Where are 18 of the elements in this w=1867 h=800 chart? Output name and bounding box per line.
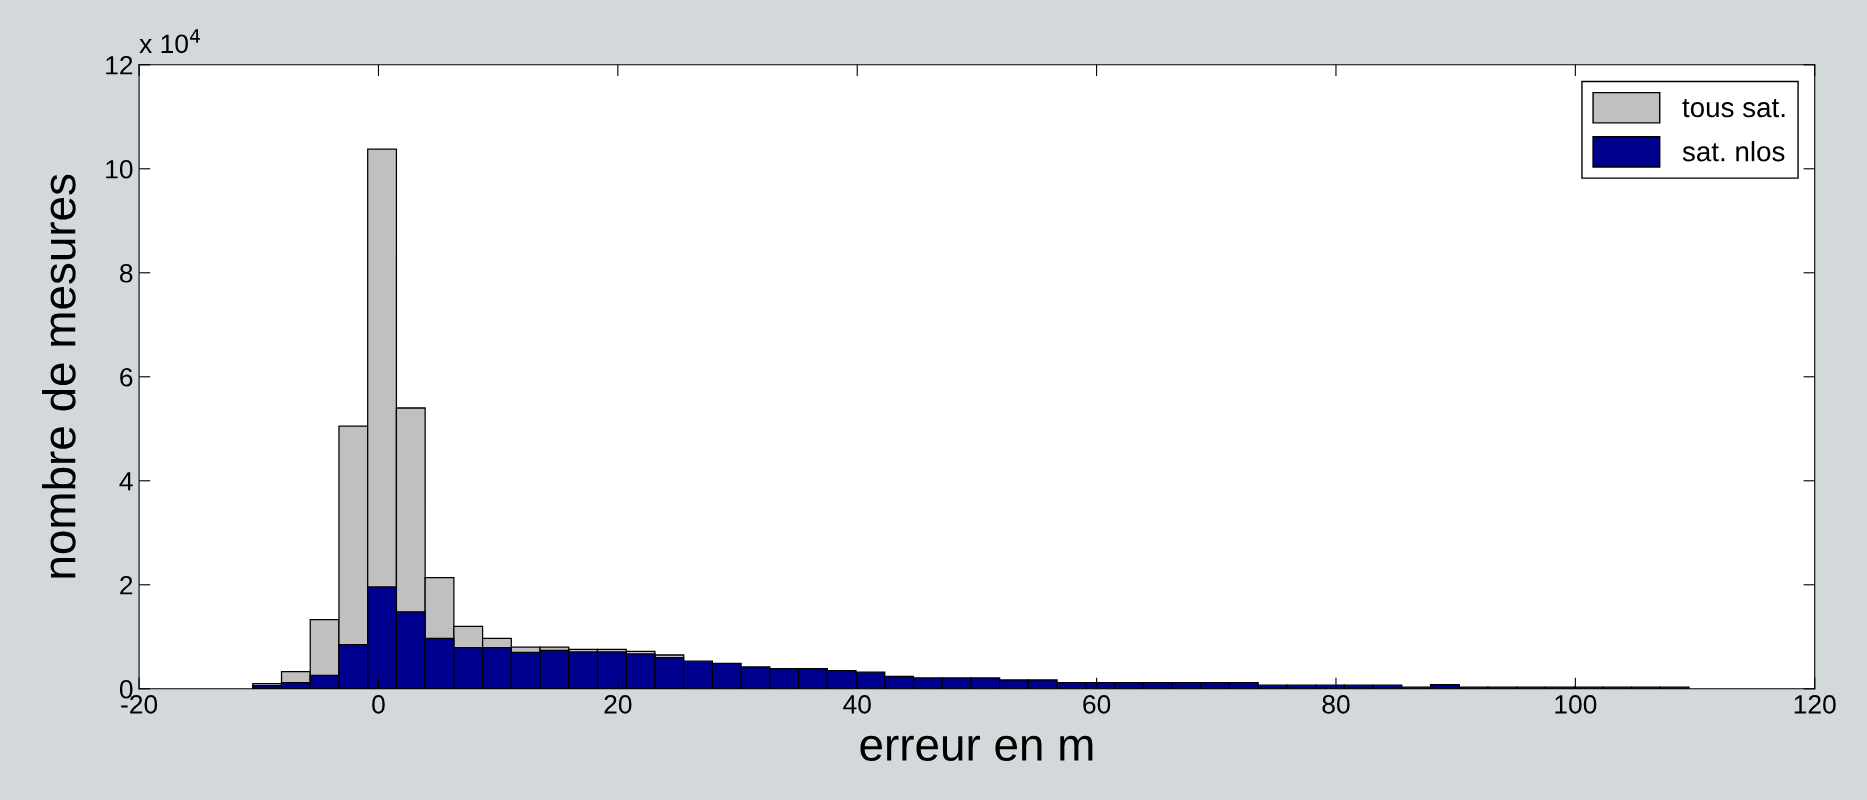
x-tick-label: 40 bbox=[843, 695, 871, 714]
y-tick-label: 6 bbox=[120, 367, 133, 387]
y-tick-label: 12 bbox=[106, 55, 133, 75]
x-tick-label: 20 bbox=[604, 695, 632, 714]
x-tick-label: 80 bbox=[1322, 695, 1350, 714]
y-tick-label: 2 bbox=[120, 575, 133, 595]
y-axis-title: nombre de mesures bbox=[42, 174, 76, 578]
x-axis-title: erreur en m bbox=[860, 735, 1093, 761]
x-tick-label: 100 bbox=[1555, 695, 1597, 714]
text: x 10$^{4}$ bbox=[139, 29, 200, 54]
legend-label: tous sat. bbox=[1682, 99, 1785, 118]
x-tick-label: 0 bbox=[372, 695, 385, 714]
y-tick-label: 8 bbox=[120, 263, 133, 283]
legend-label: sat. nlos bbox=[1682, 141, 1785, 162]
x-tick-label: 60 bbox=[1083, 695, 1111, 714]
x-tick-label: 120 bbox=[1794, 695, 1836, 714]
y-tick-label: 4 bbox=[119, 472, 133, 491]
y-tick-label: 10 bbox=[106, 159, 133, 179]
